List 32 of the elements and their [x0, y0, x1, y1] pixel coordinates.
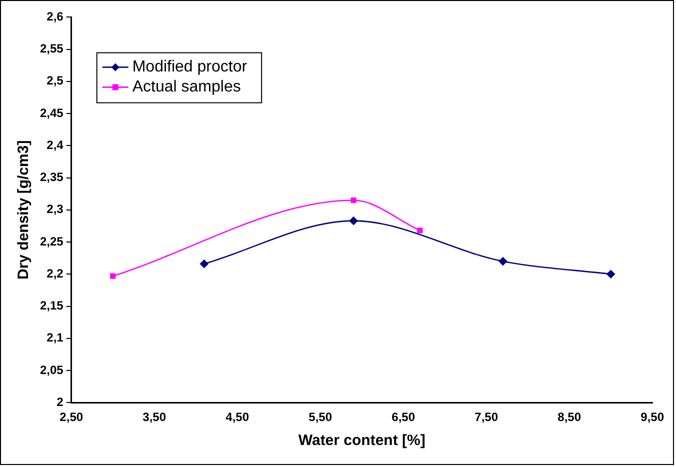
y-tick-label: 2,05 [40, 362, 64, 377]
y-tick-label: 2,4 [46, 138, 64, 152]
point [606, 270, 615, 278]
x-tick-label: 5,50 [308, 410, 332, 424]
point [110, 273, 116, 279]
point [200, 260, 208, 268]
x-tick-label: 9,50 [640, 410, 664, 424]
point [350, 197, 356, 204]
x-tick-label: 7,50 [474, 410, 498, 424]
y-tick-label: 2,45 [40, 106, 64, 120]
x-tick-label: 4,50 [226, 410, 250, 424]
y-tick-label: 2,6 [46, 10, 64, 24]
y-tick-label: 2,5 [46, 74, 64, 88]
x-tick-label: 3,50 [142, 410, 166, 424]
point [498, 257, 508, 266]
y-tick-label: 2,25 [40, 234, 64, 248]
y-tick-label: 2,1 [46, 330, 64, 345]
x-axis-title: Water content [%] [298, 432, 426, 450]
x-tick-label: 2,50 [60, 410, 84, 424]
y-axis-title: Dry density [g/cm3] [15, 140, 32, 280]
y-tick-label: 2,3 [46, 202, 64, 216]
y-tick-label: 2,15 [40, 298, 64, 313]
y-tick-label: 2,2 [46, 266, 64, 280]
y-tick-label: 2,55 [40, 42, 64, 56]
legend-label: Actual samples [132, 78, 241, 96]
legend-label: Modified proctor [132, 58, 248, 76]
y-tick-label: 2,35 [40, 170, 64, 184]
x-tick-label: 8,50 [558, 410, 582, 424]
y-tick-label: 2 [56, 394, 64, 409]
x-tick-label: 6,50 [392, 410, 416, 424]
point [349, 216, 358, 225]
point [417, 228, 423, 234]
